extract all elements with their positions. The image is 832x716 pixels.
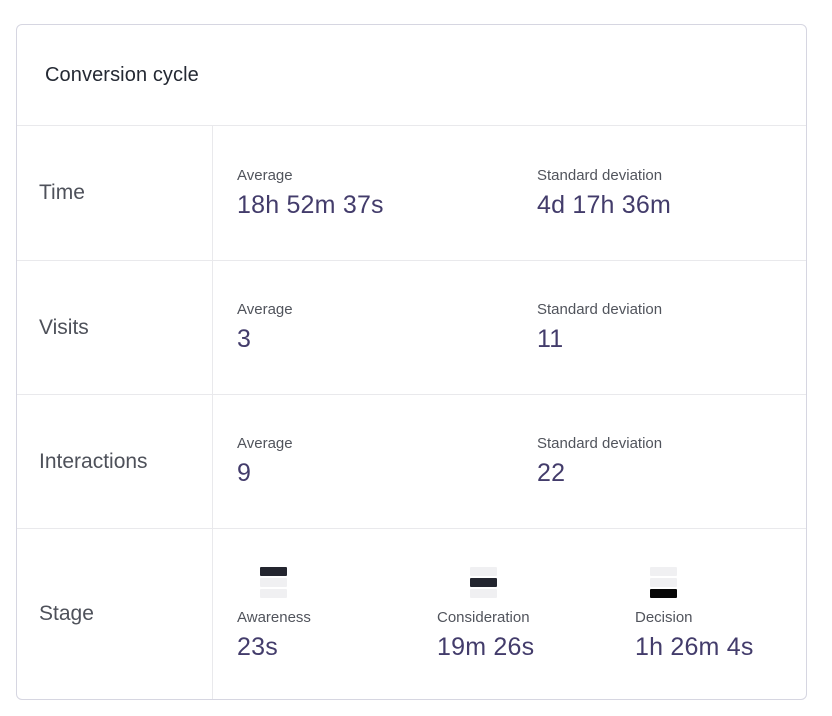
metric-value: 4d 17h 36m [537,190,672,219]
funnel-segment [260,588,288,598]
row-label-stage: Stage [39,602,94,625]
stage-head: Consideration [437,566,530,633]
table-row-visits: Visits Average 3 Standard deviation 11 [17,261,806,395]
funnel-segment [469,566,497,576]
row-label-cell: Time [17,126,213,260]
metric-label: Average [237,435,293,452]
stage-decision: Decision 1h 26m 4s [635,566,754,662]
metric-value: 3 [237,325,252,353]
table-row-time: Time Average 18h 52m 37s Standard deviat… [17,126,806,261]
row-content: Average 9 Standard deviation 22 [213,395,806,528]
funnel-step-3-icon [650,566,678,598]
stage-label: Awareness [237,608,311,626]
row-label-interactions: Interactions [39,449,148,473]
funnel-segment [469,577,497,587]
metric-value: 11 [537,325,564,353]
funnel-segment [260,577,288,587]
funnel-segment [650,588,678,598]
metric-label: Standard deviation [537,435,663,452]
metric-label: Standard deviation [537,301,663,318]
stage-head: Decision [635,566,693,633]
stage-consideration: Consideration 19m 26s [437,566,635,662]
row-label-visits: Visits [39,315,89,339]
row-label-cell: Interactions [17,395,213,528]
row-label-cell: Stage [17,529,213,699]
stage-value: 23s [237,632,278,661]
row-content: Average 3 Standard deviation 11 [213,261,806,394]
funnel-segment [260,566,288,576]
metric-value: 9 [237,459,252,487]
funnel-step-1-icon [260,566,288,598]
metric-label: Standard deviation [537,166,663,184]
stage-label: Decision [635,608,693,626]
metric-interactions-stddev: Standard deviation 22 [537,435,806,488]
row-content: Awareness 23s Consideration 19m 26s [213,529,806,699]
stage-label: Consideration [437,608,530,626]
funnel-step-2-icon [469,566,497,598]
metric-visits-stddev: Standard deviation 11 [537,301,806,354]
metric-value: 22 [537,459,566,487]
stage-value: 19m 26s [437,632,535,661]
card-header: Conversion cycle [17,25,806,126]
card-title: Conversion cycle [45,63,199,86]
metric-time-stddev: Standard deviation 4d 17h 36m [537,166,806,220]
metric-visits-average: Average 3 [237,301,537,354]
metric-label: Average [237,301,293,318]
metric-time-average: Average 18h 52m 37s [237,167,537,220]
metric-label: Average [237,166,293,184]
row-label-cell: Visits [17,261,213,394]
table-row-interactions: Interactions Average 9 Standard deviatio… [17,395,806,529]
stage-awareness: Awareness 23s [237,566,437,662]
row-label-time: Time [39,181,85,204]
funnel-segment [469,588,497,598]
table-row-stage: Stage Awareness 23s [17,529,806,699]
stage-value: 1h 26m 4s [635,632,754,661]
stage-head: Awareness [237,566,311,633]
conversion-cycle-card: Conversion cycle Time Average 18h 52m 37… [16,24,807,700]
funnel-segment [650,566,678,576]
metric-value: 18h 52m 37s [237,190,384,219]
funnel-segment [650,577,678,587]
metric-interactions-average: Average 9 [237,435,537,488]
row-content: Average 18h 52m 37s Standard deviation 4… [213,126,806,260]
